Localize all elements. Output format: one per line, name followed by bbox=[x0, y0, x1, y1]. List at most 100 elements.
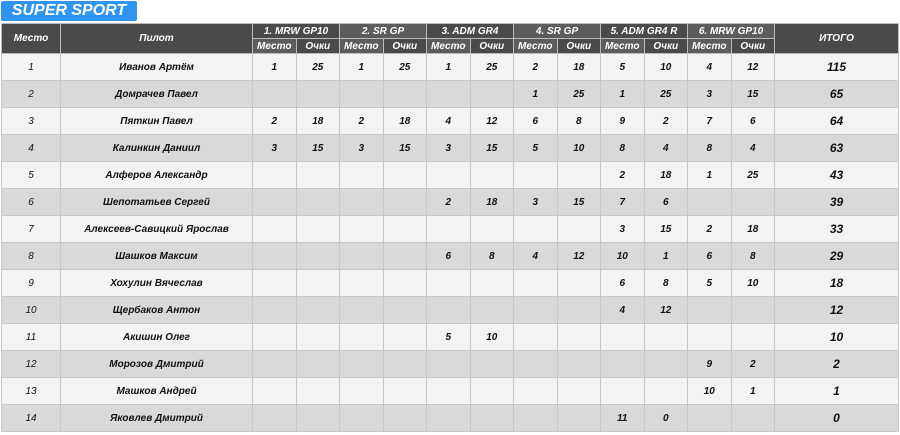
header-sub-points: Очки bbox=[643, 38, 688, 54]
race-place-cell bbox=[252, 161, 297, 189]
header-sub-place: Место bbox=[252, 38, 297, 54]
race-place-cell: 9 bbox=[600, 107, 645, 135]
header-pilot: Пилот bbox=[60, 23, 253, 54]
pilot-cell: Акишин Олег bbox=[60, 323, 253, 351]
race-place-cell bbox=[513, 404, 558, 432]
table-row: 7 Алексеев-Савицкий Ярослав 3 15 2 18 33 bbox=[1, 215, 899, 243]
place-cell: 8 bbox=[1, 242, 61, 270]
race-points-cell: 8 bbox=[730, 242, 775, 270]
race-place-cell: 2 bbox=[426, 188, 471, 216]
race-points-cell bbox=[295, 242, 340, 270]
table-row: 4 Калинкин Даниил 3 15 3 15 3 15 5 10 8 4 8 4 63 bbox=[1, 134, 899, 162]
race-place-cell bbox=[252, 269, 297, 297]
race-place-cell: 5 bbox=[600, 53, 645, 81]
total-cell: 115 bbox=[774, 53, 899, 81]
pilot-cell: Шепотатьев Сергей bbox=[60, 188, 253, 216]
race-place-cell bbox=[426, 377, 471, 405]
race-points-cell bbox=[382, 188, 427, 216]
place-cell: 7 bbox=[1, 215, 61, 243]
table-row: 5 Алферов Александр 2 18 1 25 43 bbox=[1, 161, 899, 189]
race-points-cell: 4 bbox=[643, 134, 688, 162]
total-cell: 12 bbox=[774, 296, 899, 324]
race-place-cell bbox=[252, 188, 297, 216]
race-place-cell: 10 bbox=[687, 377, 732, 405]
race-place-cell bbox=[252, 242, 297, 270]
race-points-cell bbox=[295, 161, 340, 189]
total-cell: 63 bbox=[774, 134, 899, 162]
race-points-cell: 6 bbox=[643, 188, 688, 216]
place-cell: 3 bbox=[1, 107, 61, 135]
race-points-cell bbox=[295, 80, 340, 108]
header-race: 2. SR GP bbox=[339, 23, 427, 39]
race-points-cell bbox=[295, 269, 340, 297]
race-place-cell: 1 bbox=[252, 53, 297, 81]
race-place-cell: 5 bbox=[513, 134, 558, 162]
race-points-cell bbox=[730, 188, 775, 216]
table-row: 2 Домрачев Павел 1 25 1 25 3 15 65 bbox=[1, 80, 899, 108]
race-place-cell bbox=[426, 161, 471, 189]
header-sub-place: Место bbox=[426, 38, 471, 54]
place-cell: 4 bbox=[1, 134, 61, 162]
pilot-cell: Иванов Артём bbox=[60, 53, 253, 81]
race-place-cell bbox=[600, 377, 645, 405]
table-row: 10 Щербаков Антон 4 12 12 bbox=[1, 296, 899, 324]
race-place-cell: 5 bbox=[426, 323, 471, 351]
header-sub-place: Место bbox=[339, 38, 384, 54]
race-place-cell bbox=[339, 269, 384, 297]
race-points-cell: 1 bbox=[643, 242, 688, 270]
category-tab[interactable]: SUPER SPORT bbox=[1, 1, 137, 21]
place-cell: 9 bbox=[1, 269, 61, 297]
race-points-cell bbox=[382, 80, 427, 108]
race-points-cell bbox=[382, 269, 427, 297]
race-place-cell bbox=[252, 404, 297, 432]
race-place-cell bbox=[339, 323, 384, 351]
race-points-cell bbox=[469, 269, 514, 297]
header-race: 1. MRW GP10 bbox=[252, 23, 340, 39]
race-place-cell: 5 bbox=[687, 269, 732, 297]
pilot-cell: Алексеев-Савицкий Ярослав bbox=[60, 215, 253, 243]
race-place-cell: 3 bbox=[426, 134, 471, 162]
header-race: 4. SR GP bbox=[513, 23, 601, 39]
race-place-cell bbox=[513, 269, 558, 297]
race-place-cell: 4 bbox=[513, 242, 558, 270]
header-sub-points: Очки bbox=[295, 38, 340, 54]
race-place-cell: 3 bbox=[513, 188, 558, 216]
table-row: 14 Яковлев Дмитрий 11 0 0 bbox=[1, 404, 899, 432]
race-place-cell bbox=[513, 215, 558, 243]
race-place-cell: 2 bbox=[513, 53, 558, 81]
table-row: 12 Морозов Дмитрий 9 2 2 bbox=[1, 350, 899, 378]
race-points-cell: 12 bbox=[643, 296, 688, 324]
race-points-cell: 10 bbox=[643, 53, 688, 81]
race-place-cell bbox=[687, 296, 732, 324]
place-cell: 2 bbox=[1, 80, 61, 108]
race-points-cell bbox=[469, 350, 514, 378]
table-row: 6 Шепотатьев Сергей 2 18 3 15 7 6 39 bbox=[1, 188, 899, 216]
total-cell: 18 bbox=[774, 269, 899, 297]
race-points-cell bbox=[556, 269, 601, 297]
race-points-cell: 25 bbox=[730, 161, 775, 189]
header-sub-points: Очки bbox=[730, 38, 775, 54]
race-place-cell bbox=[339, 242, 384, 270]
race-place-cell bbox=[339, 296, 384, 324]
pilot-cell: Шашков Максим bbox=[60, 242, 253, 270]
race-place-cell: 3 bbox=[252, 134, 297, 162]
header-sub-points: Очки bbox=[469, 38, 514, 54]
race-points-cell bbox=[469, 404, 514, 432]
race-points-cell: 15 bbox=[382, 134, 427, 162]
race-points-cell bbox=[730, 296, 775, 324]
race-points-cell: 15 bbox=[643, 215, 688, 243]
race-place-cell: 4 bbox=[600, 296, 645, 324]
race-points-cell bbox=[382, 404, 427, 432]
total-cell: 65 bbox=[774, 80, 899, 108]
race-points-cell: 12 bbox=[469, 107, 514, 135]
pilot-cell: Калинкин Даниил bbox=[60, 134, 253, 162]
race-place-cell bbox=[252, 215, 297, 243]
race-place-cell bbox=[252, 296, 297, 324]
header-sub-place: Место bbox=[600, 38, 645, 54]
race-place-cell bbox=[426, 296, 471, 324]
race-place-cell: 2 bbox=[339, 107, 384, 135]
race-place-cell: 6 bbox=[600, 269, 645, 297]
race-place-cell bbox=[426, 80, 471, 108]
race-place-cell: 1 bbox=[513, 80, 558, 108]
race-points-cell: 25 bbox=[469, 53, 514, 81]
